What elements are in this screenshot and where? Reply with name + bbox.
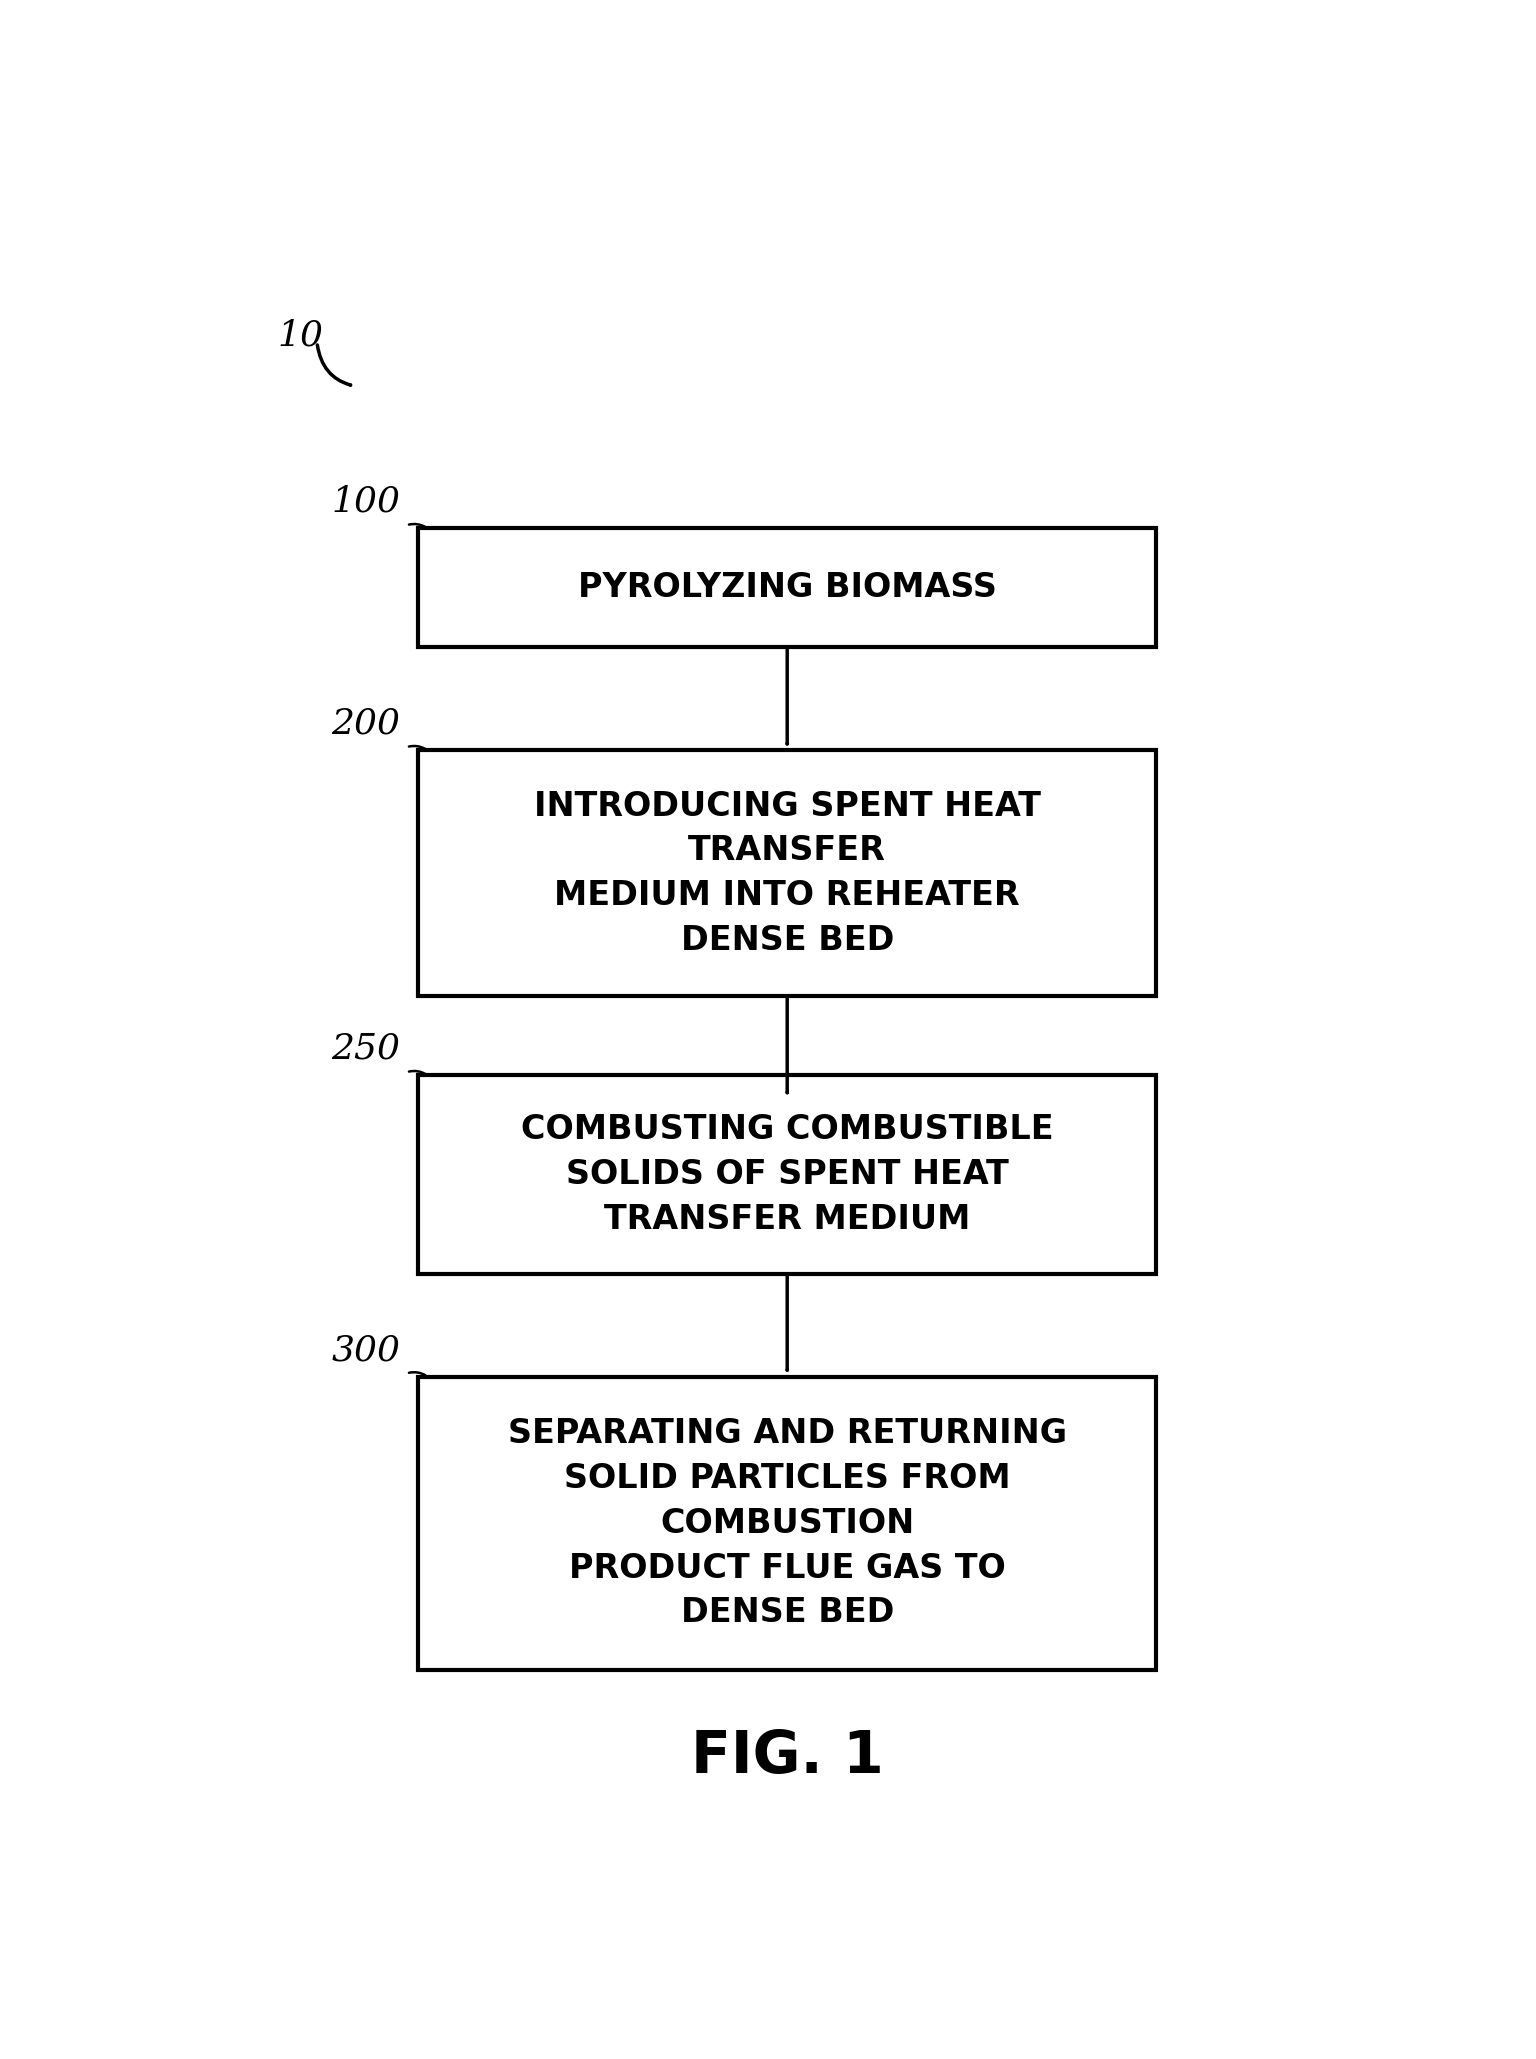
Text: INTRODUCING SPENT HEAT
TRANSFER
MEDIUM INTO REHEATER
DENSE BED: INTRODUCING SPENT HEAT TRANSFER MEDIUM I… xyxy=(535,791,1040,957)
FancyBboxPatch shape xyxy=(418,1075,1157,1275)
Text: 300: 300 xyxy=(332,1332,401,1367)
Text: FIG. 1: FIG. 1 xyxy=(691,1728,883,1785)
FancyBboxPatch shape xyxy=(418,1377,1157,1670)
FancyBboxPatch shape xyxy=(418,529,1157,647)
Text: 200: 200 xyxy=(332,706,401,741)
FancyBboxPatch shape xyxy=(418,749,1157,997)
Text: PYROLYZING BIOMASS: PYROLYZING BIOMASS xyxy=(578,572,997,605)
Text: COMBUSTING COMBUSTIBLE
SOLIDS OF SPENT HEAT
TRANSFER MEDIUM: COMBUSTING COMBUSTIBLE SOLIDS OF SPENT H… xyxy=(521,1114,1054,1235)
Text: SEPARATING AND RETURNING
SOLID PARTICLES FROM
COMBUSTION
PRODUCT FLUE GAS TO
DEN: SEPARATING AND RETURNING SOLID PARTICLES… xyxy=(507,1417,1068,1629)
Text: 100: 100 xyxy=(332,486,401,519)
Text: 10: 10 xyxy=(278,319,324,352)
Text: 250: 250 xyxy=(332,1032,401,1067)
